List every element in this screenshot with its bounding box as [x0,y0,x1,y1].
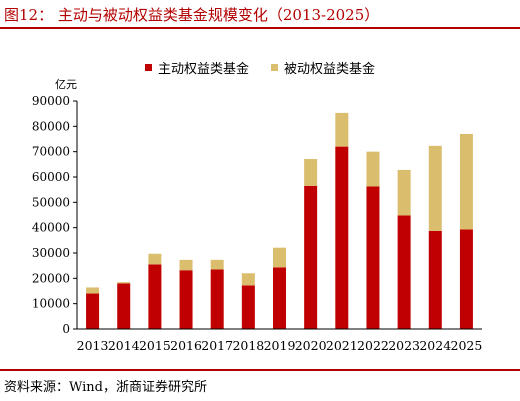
bar-passive-2023 [397,169,411,216]
stacked-bar-chart: 0 10000 20000 30000 40000 50000 60000 70000 8000… [32,94,483,353]
x-tick-label: 2018 [232,338,264,353]
y-tick-label: 0 [62,322,70,336]
bar-passive-2016 [179,259,193,271]
x-tick-label: 2013 [77,338,109,353]
bar-active-2016 [179,270,193,329]
x-tick-label: 2021 [326,338,358,353]
bar-passive-2020 [304,159,318,186]
bar-passive-2015 [148,253,162,265]
chart-legend: 主动权益类基金 被动权益类基金 [0,58,520,77]
x-tick-label: 2014 [108,338,140,353]
title-divider [0,27,520,29]
bar-passive-2014 [117,282,131,284]
legend-swatch-passive [271,64,278,71]
y-axis-unit: 亿元 [55,78,77,91]
bar-active-2013 [86,293,100,329]
figure-title: 图12： 主动与被动权益类基金规模变化（2013-2025） [4,6,380,24]
x-tick-label: 2022 [357,338,389,353]
x-tick-label: 2023 [388,338,420,353]
bar-active-2018 [241,285,255,329]
y-tick-label: 70000 [32,145,70,159]
legend-label-passive: 被动权益类基金 [284,62,376,77]
bar-active-2022 [366,186,380,329]
bar-passive-2019 [273,247,286,268]
x-tick-label: 2016 [170,338,202,353]
y-tick-label: 50000 [32,195,70,209]
x-tick-label: 2025 [451,338,483,353]
legend-label-active: 主动权益类基金 [157,62,249,77]
legend-item-active: 主动权益类基金 [144,58,249,77]
source-note: 资料来源：Wind，浙商证券研究所 [4,380,207,395]
y-tick-label: 60000 [32,170,70,184]
bar-active-2019 [273,267,286,329]
bar-passive-2024 [428,145,442,231]
bar-active-2020 [304,185,318,329]
bar-active-2024 [428,230,442,329]
bar-passive-2013 [86,287,100,294]
y-tick-label: 40000 [32,221,70,235]
bar-passive-2025 [459,133,473,230]
y-tick-label: 90000 [32,94,70,108]
legend-swatch-active [144,64,152,71]
bar-active-2015 [148,264,162,329]
bar-active-2023 [397,215,411,329]
bar-passive-2017 [210,259,224,270]
y-tick-label: 30000 [32,246,70,260]
bar-active-2025 [459,229,473,329]
x-tick-label: 2015 [139,338,171,353]
x-tick-label: 2019 [264,338,296,353]
y-tick-label: 20000 [32,271,70,285]
x-tick-label: 2017 [201,338,233,353]
x-tick-label: 2024 [419,338,451,353]
bar-passive-2021 [335,112,349,147]
legend-item-passive: 被动权益类基金 [271,58,375,77]
source-divider [0,369,520,371]
bar-active-2014 [117,283,131,329]
bar-passive-2022 [366,151,380,187]
y-tick-label: 10000 [32,297,70,311]
bar-active-2021 [335,146,349,329]
bar-passive-2018 [241,273,255,286]
x-tick-label: 2020 [295,338,327,353]
y-tick-label: 80000 [32,119,70,133]
bar-active-2017 [210,269,224,329]
